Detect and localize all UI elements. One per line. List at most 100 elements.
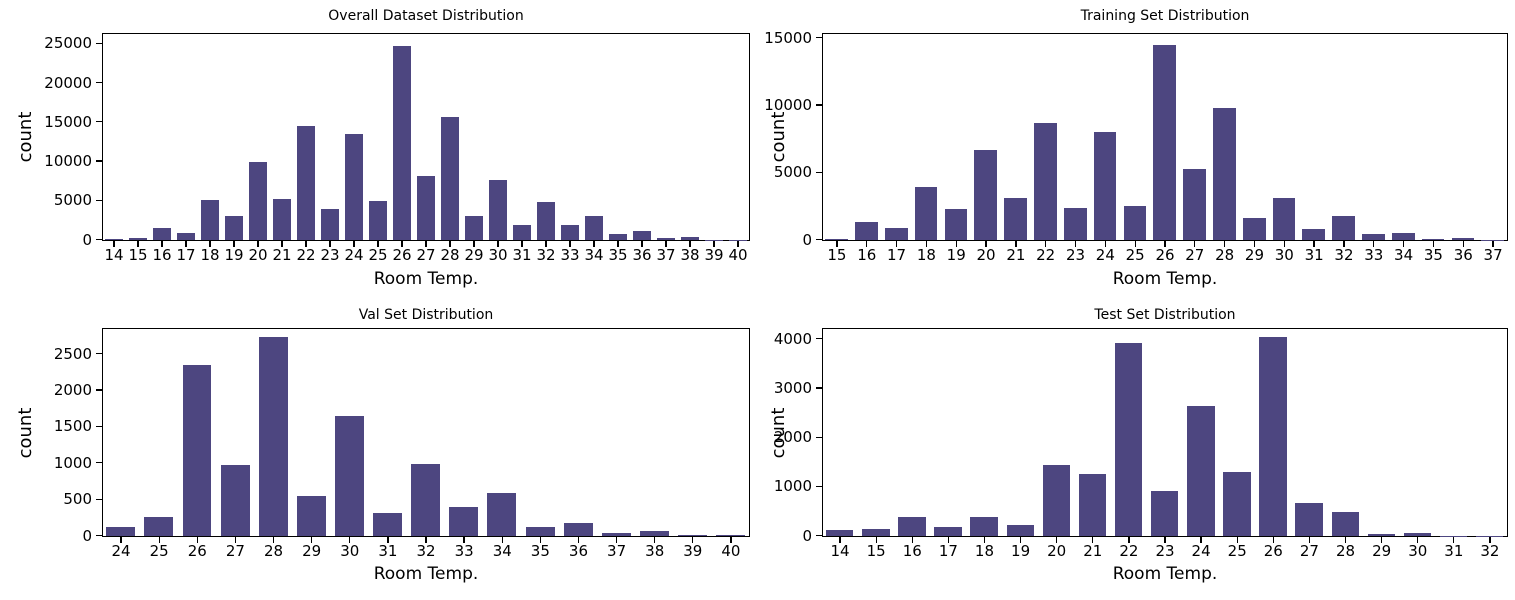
y-tick-mark: [96, 425, 102, 428]
x-tick-mark: [895, 241, 898, 247]
bar-18: [970, 516, 998, 536]
x-tick-label: 31: [512, 246, 532, 264]
x-tick-label: 40: [728, 246, 748, 264]
x-tick-mark: [955, 241, 957, 247]
x-tick-label: 17: [938, 542, 958, 560]
y-tick-mark: [816, 387, 822, 389]
x-tick-label: 16: [857, 246, 877, 264]
bar-34: [1391, 232, 1415, 240]
y-tick-mark: [96, 239, 102, 241]
x-tick-mark: [1380, 537, 1383, 543]
x-tick-label: 25: [149, 542, 169, 560]
bar-17: [934, 526, 962, 536]
x-tick-label: 20: [976, 246, 996, 264]
bar-20: [1042, 464, 1071, 536]
bar-29: [1367, 533, 1396, 536]
x-tick-mark: [1489, 537, 1491, 543]
x-tick-mark: [473, 241, 475, 247]
x-tick-mark: [349, 537, 351, 543]
y-tick-label: 1500: [53, 417, 92, 436]
bar-35: [525, 526, 555, 536]
x-tick-label: 33: [454, 542, 474, 560]
x-tick-mark: [665, 241, 667, 247]
y-tick-label: 15000: [764, 28, 812, 47]
bar-18: [914, 187, 938, 240]
bar-16: [898, 516, 926, 536]
x-tick-mark: [329, 241, 331, 247]
bar-27: [1183, 168, 1206, 240]
x-tick-mark: [875, 537, 877, 543]
bar-34: [487, 493, 517, 536]
x-tick-label: 21: [1083, 542, 1103, 560]
x-tick-mark: [615, 537, 618, 543]
bar-15: [825, 238, 848, 240]
bar-14: [826, 529, 854, 536]
bar-36: [563, 522, 593, 536]
x-tick-mark: [925, 241, 928, 247]
x-tick-mark: [449, 241, 451, 247]
bar-27: [220, 464, 250, 536]
x-tick-mark: [185, 241, 187, 247]
x-tick-mark: [545, 241, 547, 247]
y-tick-label: 10000: [764, 95, 812, 114]
plot-area: [822, 328, 1508, 537]
bar-37: [656, 238, 675, 240]
x-tick-label: 34: [584, 246, 604, 264]
bar-19: [944, 209, 968, 240]
bar-31: [373, 513, 403, 536]
x-tick-mark: [1019, 537, 1022, 543]
y-axis-label: count: [15, 111, 36, 163]
x-tick-mark: [272, 537, 275, 543]
x-tick-label: 22: [1036, 246, 1056, 264]
y-tick-mark: [96, 121, 102, 123]
x-tick-label: 18: [200, 246, 220, 264]
chart-title: Overall Dataset Distribution: [328, 8, 524, 24]
x-tick-mark: [1492, 241, 1494, 247]
y-tick-mark: [96, 81, 102, 84]
x-tick-label: 30: [1408, 542, 1428, 560]
bar-38: [639, 530, 669, 536]
y-tick-mark: [816, 338, 822, 340]
x-tick-label: 15: [128, 246, 148, 264]
y-tick-mark: [96, 462, 102, 464]
x-tick-label: 36: [632, 246, 652, 264]
x-tick-label: 33: [560, 246, 580, 264]
x-tick-label: 19: [1011, 542, 1031, 560]
bar-27: [1295, 502, 1323, 536]
x-axis-label: Room Temp.: [373, 564, 479, 584]
x-tick-mark: [1343, 241, 1345, 247]
bar-31: [512, 225, 531, 240]
x-tick-mark: [1104, 241, 1106, 247]
x-tick-mark: [1253, 241, 1256, 247]
x-tick-mark: [1128, 537, 1130, 543]
y-tick-mark: [96, 199, 102, 202]
x-tick-mark: [641, 241, 643, 247]
bar-14: [104, 238, 123, 240]
y-tick-mark: [816, 436, 822, 438]
x-tick-label: 37: [607, 542, 627, 560]
x-tick-mark: [234, 537, 237, 543]
x-tick-label: 37: [656, 246, 676, 264]
x-tick-mark: [539, 537, 541, 543]
x-tick-mark: [353, 241, 355, 247]
x-tick-mark: [1283, 241, 1285, 247]
bar-40: [716, 534, 746, 536]
y-tick-mark: [816, 104, 822, 106]
bar-31: [1302, 229, 1326, 240]
x-tick-label: 17: [887, 246, 907, 264]
bar-28: [440, 116, 459, 240]
x-tick-mark: [593, 241, 595, 247]
x-tick-mark: [1092, 537, 1094, 543]
x-tick-mark: [158, 537, 160, 543]
bar-15: [862, 528, 890, 536]
x-tick-label: 34: [492, 542, 512, 560]
x-tick-label: 20: [1047, 542, 1067, 560]
bar-29: [464, 216, 483, 240]
bar-37: [601, 532, 631, 536]
x-tick-label: 27: [1185, 246, 1205, 264]
x-tick-label: 35: [530, 542, 550, 560]
x-tick-label: 30: [340, 542, 360, 560]
y-tick-label: 5000: [773, 163, 812, 182]
x-tick-label: 35: [1423, 246, 1443, 264]
